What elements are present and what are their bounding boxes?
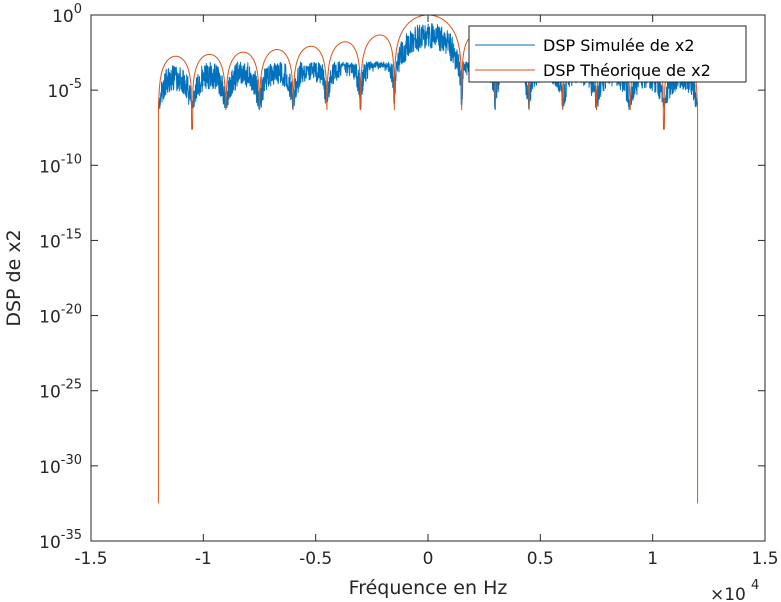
y-tick-label: 10-5 bbox=[47, 77, 82, 102]
x-axis-multiplier-base: ×10 bbox=[710, 585, 746, 602]
x-axis-multiplier-exponent: 4 bbox=[751, 578, 759, 593]
x-axis-label: Fréquence en Hz bbox=[349, 577, 508, 599]
y-tick-label: 10-30 bbox=[39, 453, 82, 478]
x-tick-label: -1.5 bbox=[74, 549, 107, 569]
legend: DSP Simulée de x2 DSP Théorique de x2 bbox=[468, 25, 747, 83]
x-tick-label: 0.5 bbox=[527, 549, 554, 569]
legend-entry-simulated: DSP Simulée de x2 bbox=[543, 36, 695, 55]
legend-entry-theoretical: DSP Théorique de x2 bbox=[543, 61, 711, 80]
x-tick-label: 1 bbox=[647, 549, 658, 569]
y-tick-label: 100 bbox=[52, 2, 82, 27]
x-tick-label: -1 bbox=[195, 549, 212, 569]
y-tick-label: 10-20 bbox=[39, 303, 82, 328]
x-axis-multiplier: ×10 4 bbox=[710, 578, 759, 602]
x-tick-label: 1.5 bbox=[751, 549, 778, 569]
x-tick-label: -0.5 bbox=[299, 549, 332, 569]
y-tick-label: 10-15 bbox=[39, 227, 82, 252]
y-axis: 100 10-5 10-10 10-15 10-20 10-25 10-30 10-35 bbox=[39, 2, 765, 553]
y-tick-label: 10-25 bbox=[39, 378, 82, 403]
y-tick-label: 10-35 bbox=[39, 528, 82, 553]
x-tick-label: 0 bbox=[423, 549, 434, 569]
y-tick-label: 10-10 bbox=[39, 152, 82, 177]
y-axis-label: DSP de x2 bbox=[3, 229, 25, 326]
x-axis: -1.5 -1 -0.5 0 0.5 1 1.5 bbox=[74, 15, 779, 569]
legend-box bbox=[468, 25, 747, 83]
